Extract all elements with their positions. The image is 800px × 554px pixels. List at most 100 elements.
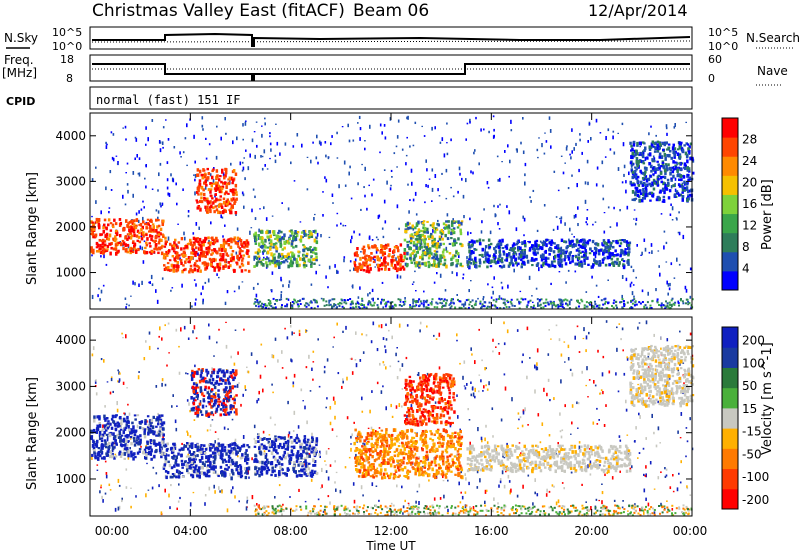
echo-cell (403, 248, 407, 252)
ground-echo-point (418, 304, 421, 307)
ground-echo-point (615, 510, 618, 513)
scatter-point (446, 213, 449, 217)
scatter-point (214, 440, 216, 444)
echo-cell (369, 256, 372, 260)
echo-cell (230, 259, 233, 263)
echo-cell (689, 156, 692, 161)
scatter-point (302, 400, 304, 402)
scatter-point (138, 210, 140, 214)
scatter-point (482, 390, 484, 392)
ground-echo-point (467, 513, 470, 516)
echo-cell (364, 255, 367, 259)
scatter-point (140, 235, 143, 238)
echo-cell (651, 140, 655, 144)
echo-cell (635, 168, 638, 171)
scatter-point (612, 130, 615, 133)
echo-cell (637, 195, 641, 198)
echo-cell (426, 227, 429, 232)
echo-cell (223, 208, 226, 211)
scatter-point (462, 277, 464, 280)
echo-cell (220, 180, 223, 184)
scatter-point (293, 180, 296, 182)
scatter-point (385, 338, 388, 341)
scatter-point (674, 123, 676, 127)
scatter-point (327, 476, 330, 481)
scatter-point (595, 118, 598, 123)
scatter-point (655, 134, 657, 137)
echo-cell (206, 167, 209, 171)
scatter-point (142, 260, 145, 264)
scatter-point (659, 272, 661, 277)
echo-cell (563, 240, 566, 243)
ground-echo-point (639, 514, 642, 517)
echo-cell (517, 256, 521, 260)
scatter-point (342, 330, 344, 333)
scatter-point (524, 162, 527, 167)
scatter-point (548, 434, 551, 437)
echo-cell (105, 232, 109, 237)
scatter-point (390, 169, 393, 173)
echo-cell (601, 258, 605, 262)
scatter-point (519, 290, 522, 293)
echo-cell (628, 251, 631, 254)
ground-echo-point (426, 306, 429, 309)
scatter-point (635, 217, 638, 222)
ground-echo-point (681, 300, 684, 303)
echo-cell (208, 208, 212, 211)
echo-cell (262, 263, 265, 267)
ground-echo-point (524, 298, 527, 301)
echo-cell (419, 255, 422, 259)
scatter-point (447, 508, 449, 513)
echo-cell (184, 261, 187, 264)
echo-cell (150, 251, 153, 255)
echo-cell (213, 210, 216, 214)
ground-echo-point (366, 506, 369, 509)
scatter-point (280, 293, 282, 298)
ground-echo-point (425, 507, 428, 510)
scatter-point (148, 331, 151, 335)
ground-echo-point (352, 302, 354, 305)
ground-echo-point (313, 505, 316, 508)
ground-echo-point (639, 302, 642, 305)
scatter-point (277, 359, 279, 363)
echo-cell (247, 255, 251, 258)
echo-cell (439, 260, 442, 263)
echo-cell (583, 239, 586, 244)
scatter-point (287, 298, 290, 301)
ground-echo-point (633, 298, 636, 301)
echo-cell (223, 248, 227, 251)
scatter-point (367, 293, 369, 297)
scatter-point (676, 257, 678, 262)
ground-echo-point (394, 303, 396, 306)
scatter-point (286, 260, 289, 263)
scatter-point (182, 188, 184, 192)
echo-cell (563, 258, 566, 262)
echo-cell (191, 269, 194, 274)
echo-cell (451, 256, 455, 260)
ground-echo-point (544, 304, 547, 307)
scatter-point (682, 234, 685, 240)
echo-cell (660, 165, 663, 168)
scatter-point (404, 297, 406, 300)
echo-cell (409, 253, 412, 257)
echo-cell (194, 262, 197, 265)
echo-cell (583, 262, 586, 265)
scatter-point (325, 154, 327, 158)
echo-cell (103, 223, 106, 228)
scatter-point (287, 433, 290, 438)
echo-cell (559, 261, 563, 264)
scatter-point (390, 403, 392, 408)
echo-cell (408, 222, 411, 225)
scatter-point (499, 177, 501, 182)
ground-echo-point (496, 510, 499, 513)
echo-cell (662, 165, 665, 169)
scatter-point (282, 503, 284, 506)
scatter-point (361, 163, 363, 166)
scatter-point (433, 497, 436, 501)
echo-cell (303, 229, 307, 233)
scatter-point (184, 137, 187, 140)
echo-cell (390, 263, 394, 267)
echo-cell (153, 230, 156, 233)
echo-cell (144, 222, 147, 226)
echo-cell (683, 187, 686, 192)
